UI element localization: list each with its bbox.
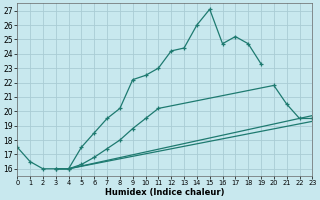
X-axis label: Humidex (Indice chaleur): Humidex (Indice chaleur) [105,188,225,197]
